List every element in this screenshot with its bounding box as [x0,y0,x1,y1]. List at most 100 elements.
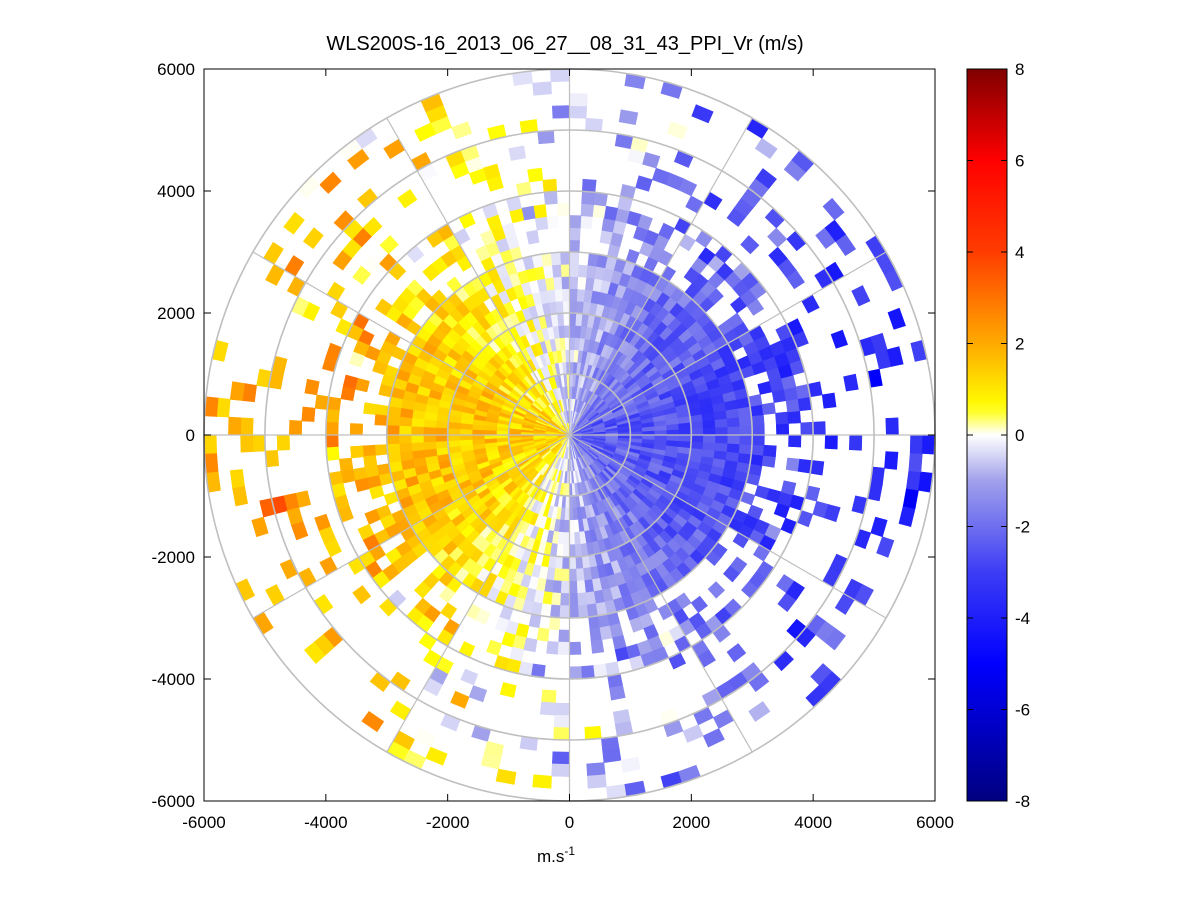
velocity-gate [251,516,269,538]
velocity-gate [264,449,280,468]
velocity-gate [414,122,437,142]
velocity-gate [730,556,748,574]
velocity-gate [551,751,570,765]
velocity-gate [411,409,426,421]
velocity-gate [574,325,582,339]
velocity-gate [240,417,254,436]
velocity-gate [822,197,845,221]
velocity-gate [884,451,899,470]
velocity-gate [843,373,859,392]
velocity-gate [386,443,401,455]
velocity-gate [369,485,385,500]
velocity-gate [372,360,388,376]
velocity-gate [751,434,765,446]
velocity-gate [471,429,485,436]
velocity-gate [573,337,581,351]
velocity-gate [602,747,622,763]
colorbar-ticks: 8 6 4 2 0 -2 -4 -6 -8 [967,60,1030,811]
velocity-gate [775,411,789,425]
velocity-gate [325,421,339,436]
velocity-gate [283,211,305,235]
azimuth-spoke [569,251,887,436]
velocity-gate [690,441,704,450]
velocity-gate [276,434,291,451]
velocity-gate [751,424,765,436]
azimuth-spoke [252,434,570,619]
velocity-gate [851,285,871,307]
velocity-gate [363,402,378,415]
azimuth-spoke [386,434,571,753]
velocity-gate [288,419,303,436]
y-tick-label: -4000 [152,670,195,689]
velocity-gate [739,434,753,445]
velocity-gate [560,580,570,594]
velocity-gate [569,288,578,302]
velocity-gate [534,216,549,231]
velocity-gate [556,543,565,558]
velocity-gate [738,443,753,455]
velocity-gate [399,407,414,419]
velocity-gate [678,434,692,442]
velocity-gate [536,627,550,642]
velocity-gate [876,536,895,558]
velocity-gate [550,68,570,83]
velocity-gate [325,446,340,461]
velocity-gate [569,324,576,338]
velocity-gate [447,434,461,442]
velocity-gate [447,421,461,430]
velocity-gate [398,416,413,428]
velocity-gate [747,504,764,520]
velocity-gate [666,434,680,442]
velocity-gate [551,592,562,606]
velocity-gate [620,756,641,773]
velocity-gate [544,579,555,594]
velocity-gate [739,425,753,436]
colorbar-tick-label: 4 [1015,243,1024,262]
velocity-gate [581,178,597,193]
velocity-gate [586,762,606,777]
velocity-gate [435,434,449,443]
velocity-gate [714,442,729,452]
velocity-gate [475,245,491,262]
velocity-gate [564,519,570,533]
velocity-gate [375,404,390,417]
velocity-gate [725,451,740,463]
velocity-gate [350,445,364,459]
colorbar-tick-label: -6 [1015,701,1030,720]
velocity-gate [550,604,561,619]
velocity-gate [447,428,461,436]
velocity-gate [678,440,692,449]
velocity-gate [560,593,570,607]
colorbar: 8 6 4 2 0 -2 -4 -6 -8 [966,60,1030,811]
velocity-gate [824,504,841,523]
velocity-gate [738,415,753,427]
velocity-gate [361,710,385,733]
velocity-gate [886,346,904,367]
velocity-gate [750,444,765,456]
velocity-gate [479,229,496,246]
velocity-gate [423,419,437,429]
velocity-gate [555,555,564,570]
velocity-gate [410,426,424,436]
velocity-gate [618,109,639,126]
velocity-gate [578,604,589,619]
y-tick-label: -2000 [152,548,195,567]
velocity-gate [727,434,741,445]
velocity-gate [821,392,837,409]
velocity-gate [561,288,570,302]
velocity-gate [785,457,801,472]
y-tick-label: 6000 [157,60,195,79]
velocity-gate [303,641,326,665]
azimuth-spoke [386,117,571,436]
velocity-gate [909,434,924,454]
velocity-gate [554,702,570,716]
velocity-gate [527,167,544,183]
velocity-gate [398,442,413,454]
colorbar-tick-label: -4 [1015,609,1030,628]
velocity-gate [325,434,339,449]
y-axis: 6000 4000 2000 0 -2000 -4000 -6000 [152,60,935,811]
velocity-gate [585,264,597,279]
velocity-gate [715,434,729,444]
velocity-gate [540,603,553,618]
velocity-gate [824,628,846,651]
